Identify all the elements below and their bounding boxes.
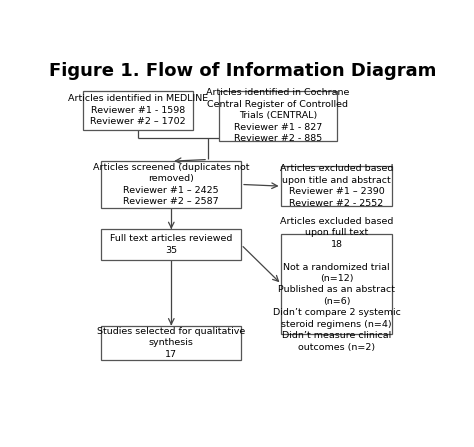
Text: Studies selected for qualitative
synthesis
17: Studies selected for qualitative synthes… xyxy=(97,327,246,358)
Text: Articles excluded based
upon full text
18

Not a randomized trial
(n=12)
Publish: Articles excluded based upon full text 1… xyxy=(273,217,401,352)
Text: Figure 1. Flow of Information Diagram: Figure 1. Flow of Information Diagram xyxy=(49,62,437,80)
FancyBboxPatch shape xyxy=(282,166,392,206)
Text: Full text articles reviewed
35: Full text articles reviewed 35 xyxy=(110,234,232,255)
FancyBboxPatch shape xyxy=(101,325,241,360)
Text: Articles excluded based
upon title and abstract
Reviewer #1 – 2390
Reviewer #2 -: Articles excluded based upon title and a… xyxy=(280,164,393,208)
FancyBboxPatch shape xyxy=(101,161,241,208)
FancyBboxPatch shape xyxy=(282,234,392,334)
FancyBboxPatch shape xyxy=(101,229,241,260)
Text: Articles identified in MEDLINE
Reviewer #1 - 1598
Reviewer #2 – 1702: Articles identified in MEDLINE Reviewer … xyxy=(68,94,208,127)
FancyBboxPatch shape xyxy=(219,91,337,140)
FancyBboxPatch shape xyxy=(83,91,193,130)
Text: Articles screened (duplicates not
removed)
Reviewer #1 – 2425
Reviewer #2 – 2587: Articles screened (duplicates not remove… xyxy=(93,163,249,206)
Text: Articles identified in Cochrane
Central Register of Controlled
Trials (CENTRAL)
: Articles identified in Cochrane Central … xyxy=(206,88,349,143)
